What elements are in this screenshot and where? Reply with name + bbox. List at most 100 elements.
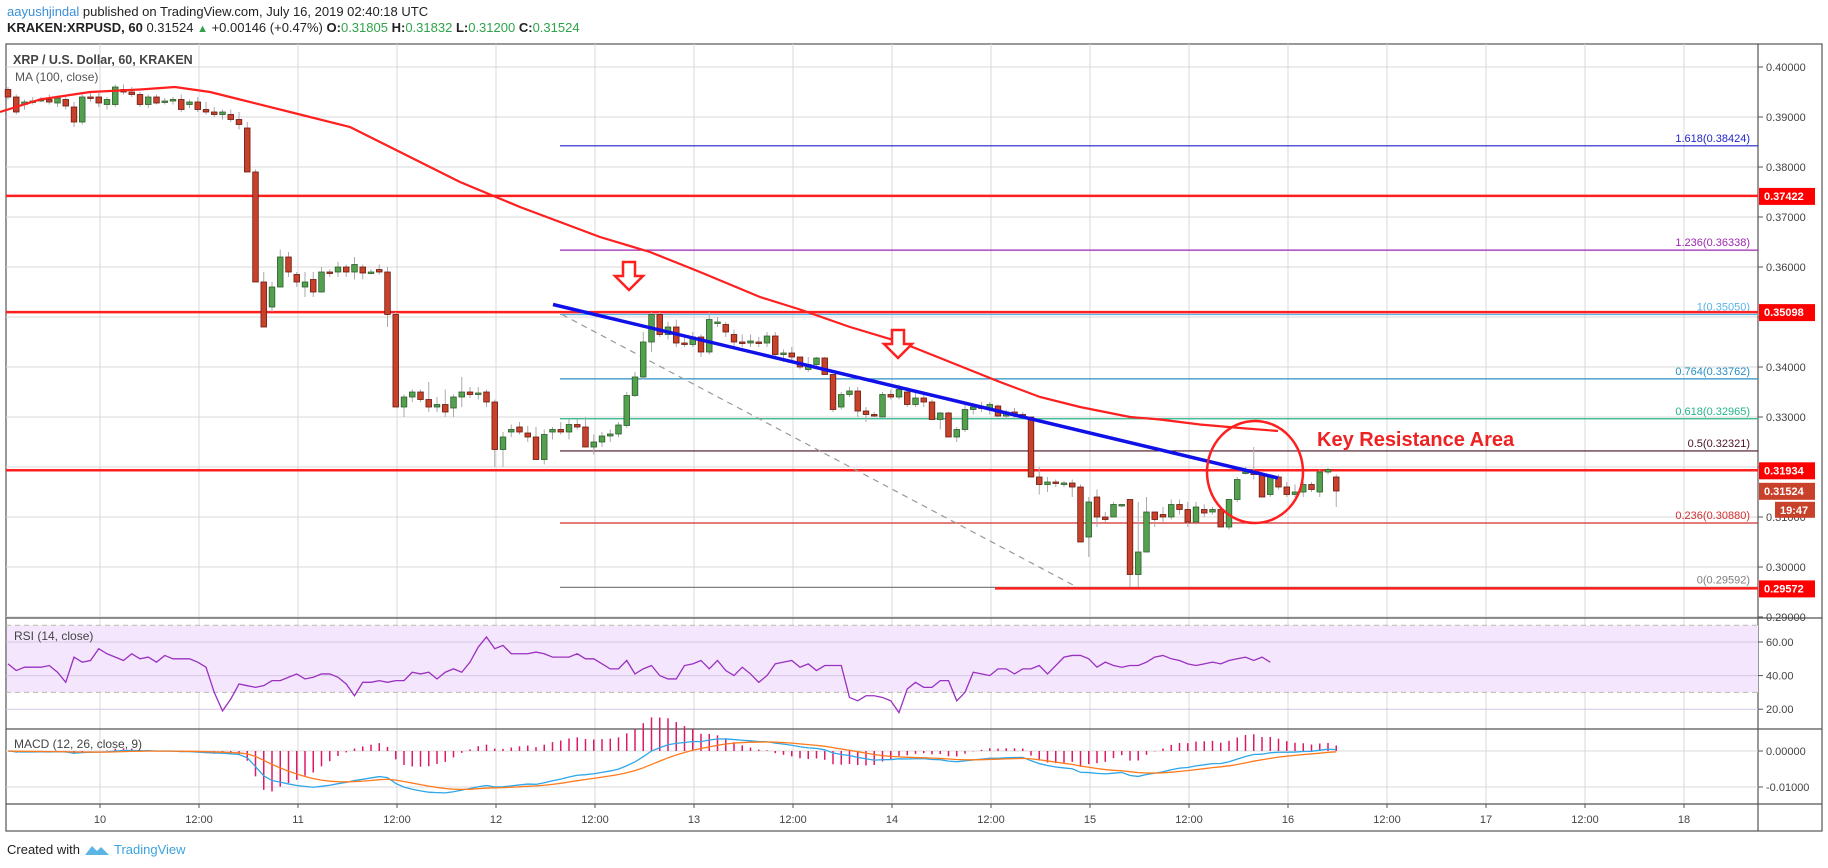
candle-down — [1093, 496, 1101, 518]
up-triangle-icon: ▲ — [197, 23, 208, 35]
author-link[interactable]: aayushjindal — [7, 4, 80, 19]
footer: Created with TradingView — [7, 842, 186, 857]
fib-level-label: 0.5(0.32321) — [1688, 438, 1750, 450]
candle-down — [326, 271, 333, 274]
macd-line — [7, 738, 1337, 794]
candle-down — [260, 281, 267, 328]
tradingview-link[interactable]: TradingView — [113, 842, 186, 857]
candle-up — [879, 394, 886, 418]
candle-up — [351, 264, 358, 273]
ma100-line — [0, 85, 1279, 433]
candle-up — [1267, 476, 1274, 495]
candle-down — [772, 335, 779, 355]
candle-down — [128, 91, 135, 95]
rsi-label: RSI (14, close) — [14, 629, 93, 643]
candle-up — [450, 396, 457, 409]
candle-down — [87, 96, 94, 99]
publish-text: published on TradingView.com, July 16, 2… — [79, 4, 429, 19]
candle-down — [1027, 416, 1035, 478]
price-level-badge-text: 0.37422 — [1764, 191, 1804, 203]
candle-down — [821, 357, 828, 375]
candle-up — [1110, 504, 1117, 518]
rsi-axis-label: 40.00 — [1766, 671, 1794, 683]
candle-up — [475, 392, 482, 395]
candle-down — [532, 436, 540, 460]
candle-up — [1044, 481, 1051, 485]
candle-up — [714, 321, 721, 324]
candle-down — [862, 410, 870, 415]
key-resistance-label: Key Resistance Area — [1317, 429, 1515, 451]
candle-down — [1217, 509, 1224, 528]
candle-down — [178, 99, 185, 110]
candle-down — [755, 341, 762, 344]
candle-down — [730, 334, 738, 343]
time-axis-label: 16 — [1282, 814, 1294, 826]
fib-level-label: 1(0.35050) — [1697, 302, 1750, 314]
candle-up — [112, 86, 119, 105]
candle-down — [95, 96, 102, 104]
candle-up — [937, 412, 944, 420]
candle-down — [425, 399, 432, 408]
candle-up — [1291, 491, 1299, 495]
candle-up — [607, 433, 614, 437]
candle-down — [697, 336, 705, 353]
candle-down — [1283, 486, 1290, 495]
time-axis-label: 12:00 — [185, 814, 213, 826]
candle-down — [244, 127, 251, 173]
chart-title: XRP / U.S. Dollar, 60, KRAKEN — [13, 53, 193, 67]
candle-down — [202, 109, 210, 113]
price-axis-label: 0.30000 — [1766, 562, 1806, 574]
price-axis-label: 0.38000 — [1766, 162, 1806, 174]
candle-down — [384, 271, 391, 315]
candle-up — [367, 271, 375, 274]
candle-up — [409, 391, 416, 398]
created-with-label: Created with — [7, 842, 80, 857]
fib-level-label: 0.236(0.30880) — [1675, 510, 1750, 522]
candle-down — [235, 119, 243, 125]
candle-up — [508, 429, 515, 433]
candle-down — [1275, 476, 1282, 488]
candle-up — [1085, 501, 1092, 538]
candle-down — [722, 324, 729, 333]
candle-down — [1102, 516, 1109, 520]
candle-down — [656, 314, 663, 335]
candle-up — [846, 390, 853, 395]
candle-down — [1069, 482, 1076, 488]
candle-down — [1201, 509, 1208, 514]
candle-down — [1151, 511, 1158, 520]
candle-down — [1052, 481, 1059, 484]
candle-up — [1168, 504, 1175, 518]
countdown-badge — [1775, 501, 1815, 518]
last-price: 0.31524 — [146, 20, 194, 35]
candle-down — [516, 426, 523, 433]
candle-down — [1258, 474, 1266, 498]
candle-up — [458, 391, 465, 398]
price-axis-label: 0.40000 — [1766, 62, 1806, 74]
candle-up — [565, 424, 573, 433]
candle-up — [79, 96, 86, 123]
candle-down — [13, 96, 20, 113]
candle-up — [1060, 482, 1068, 485]
candle-up — [301, 281, 309, 288]
time-axis-label: 14 — [886, 814, 898, 826]
candle-up — [103, 99, 111, 105]
time-axis-label: 10 — [94, 814, 106, 826]
candle-down — [70, 106, 78, 123]
candle-up — [747, 340, 754, 344]
fib-level-label: 0(0.29592) — [1697, 574, 1750, 586]
time-axis-label: 11 — [292, 814, 303, 826]
candle-up — [895, 389, 903, 398]
candle-up — [615, 424, 622, 435]
candle-up — [277, 256, 284, 288]
candle-down — [681, 342, 688, 345]
candle-up — [145, 96, 152, 105]
candle-down — [211, 111, 218, 115]
candle-down — [574, 424, 581, 428]
time-axis-label: 12:00 — [1373, 814, 1401, 826]
chart-frame — [5, 43, 1823, 832]
price-axis-label: 0.36000 — [1766, 262, 1806, 274]
candle-up — [953, 429, 960, 438]
candle-up — [1316, 471, 1323, 493]
candle-down — [194, 101, 201, 110]
